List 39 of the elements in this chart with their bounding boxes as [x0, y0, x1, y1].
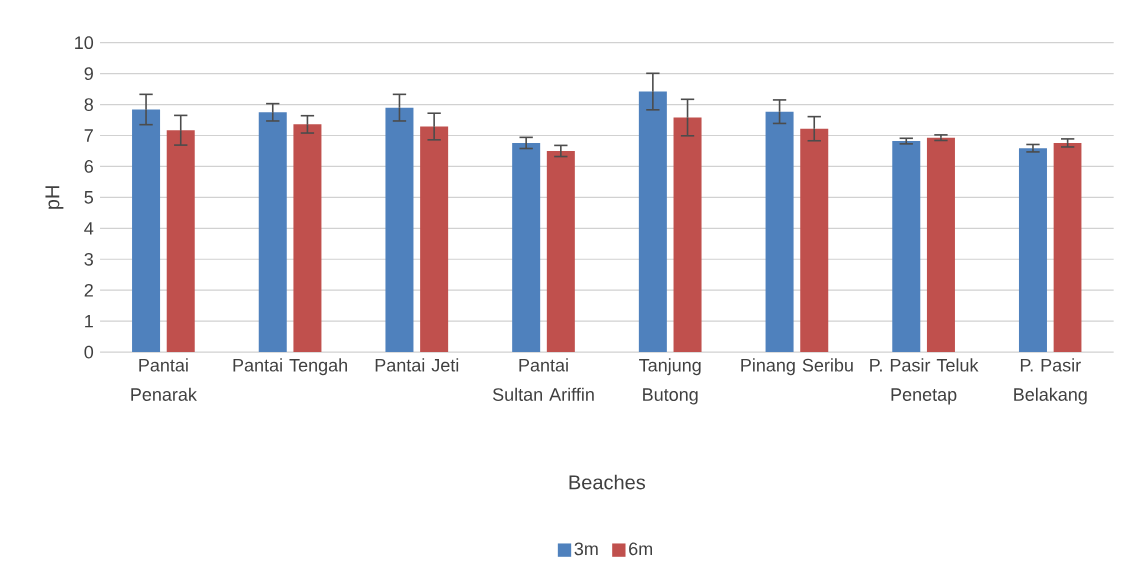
- y-tick-label: 0: [84, 345, 94, 359]
- y-tick-label: 8: [84, 98, 93, 112]
- y-tick-label: 5: [84, 191, 94, 204]
- x-tick-label: Pantai Jeti: [375, 358, 459, 372]
- bar: [1018, 148, 1047, 353]
- x-axis-title: Beaches: [569, 474, 646, 490]
- bar: [546, 151, 575, 353]
- bar: [926, 137, 955, 353]
- bar: [385, 107, 414, 353]
- x-tick-label: P. Pasir Belakang: [1014, 358, 1087, 405]
- y-tick-label: 6: [84, 160, 93, 173]
- x-tick-label: Tanjung Butong: [639, 358, 701, 405]
- bar: [166, 130, 195, 353]
- bar: [420, 126, 449, 353]
- bar: [512, 143, 541, 353]
- y-tick-label: 7: [84, 129, 93, 142]
- bar: [1053, 143, 1082, 353]
- bar: [258, 112, 287, 353]
- bar: [800, 128, 829, 353]
- y-tick-label: 2: [84, 284, 93, 297]
- bar: [293, 124, 322, 353]
- y-tick-label: 3: [84, 252, 93, 266]
- y-tick-label: 10: [75, 36, 94, 50]
- bar: [765, 111, 794, 353]
- y-axis-title: pH: [45, 186, 64, 209]
- legend-label: 6m: [629, 542, 652, 556]
- bar: [673, 117, 702, 353]
- bar: [132, 109, 161, 353]
- y-tick-label: 1: [85, 315, 93, 328]
- y-tick-label: 4: [84, 222, 94, 235]
- bar: [638, 91, 667, 353]
- x-tick-label: Pinang Seribu: [741, 358, 853, 376]
- y-tick-label: 9: [84, 67, 93, 81]
- x-tick-label: Pantai Tengah: [233, 358, 347, 376]
- bar: [892, 141, 921, 353]
- x-tick-label: Pantai Penarak: [131, 358, 197, 401]
- x-tick-label: Pantai Sultan Ariffin: [492, 358, 594, 401]
- x-tick-label: P. Pasir Teluk Penetap: [870, 358, 979, 405]
- legend-label: 3m: [574, 542, 598, 556]
